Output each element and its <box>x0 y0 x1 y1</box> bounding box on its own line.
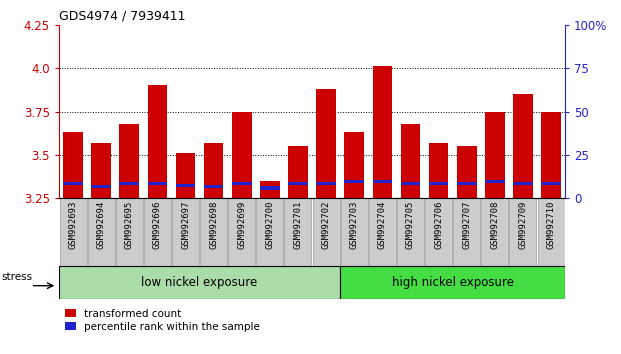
Text: GSM992710: GSM992710 <box>546 200 556 249</box>
Bar <box>204 143 224 198</box>
Bar <box>341 198 368 266</box>
Bar <box>119 182 139 185</box>
Bar <box>538 198 564 266</box>
Bar <box>148 182 167 185</box>
Bar <box>316 182 336 185</box>
Bar <box>176 184 196 187</box>
Text: GSM992697: GSM992697 <box>181 200 190 249</box>
Bar <box>453 198 480 266</box>
Bar <box>345 181 364 183</box>
Text: stress: stress <box>1 272 32 282</box>
Bar <box>312 198 340 266</box>
Bar <box>59 266 340 299</box>
Text: GSM992695: GSM992695 <box>125 200 134 249</box>
Bar <box>485 112 505 198</box>
Bar <box>200 198 227 266</box>
Bar <box>428 143 448 198</box>
Bar <box>63 182 83 185</box>
Bar <box>88 198 115 266</box>
Bar <box>373 181 392 183</box>
Text: GSM992704: GSM992704 <box>378 200 387 249</box>
Text: low nickel exposure: low nickel exposure <box>142 276 258 289</box>
Bar <box>63 132 83 198</box>
Bar <box>542 112 561 198</box>
Text: GSM992702: GSM992702 <box>322 200 330 249</box>
Bar <box>116 198 143 266</box>
Bar <box>481 198 509 266</box>
Bar <box>172 198 199 266</box>
Bar <box>284 198 312 266</box>
Bar <box>316 89 336 198</box>
Bar <box>60 198 86 266</box>
Bar <box>204 185 224 188</box>
Bar <box>513 182 533 185</box>
Bar <box>256 198 283 266</box>
Text: high nickel exposure: high nickel exposure <box>392 276 514 289</box>
Text: GDS4974 / 7939411: GDS4974 / 7939411 <box>59 9 186 22</box>
Text: GSM992708: GSM992708 <box>491 200 499 249</box>
Bar <box>91 143 111 198</box>
Text: GSM992696: GSM992696 <box>153 200 162 249</box>
Bar <box>340 266 565 299</box>
Bar <box>457 146 476 198</box>
Bar <box>260 187 279 190</box>
Bar <box>119 124 139 198</box>
Text: GSM992699: GSM992699 <box>237 200 247 249</box>
Bar <box>542 182 561 185</box>
Text: GSM992698: GSM992698 <box>209 200 218 249</box>
Bar <box>232 112 252 198</box>
Text: GSM992703: GSM992703 <box>350 200 359 249</box>
Text: GSM992707: GSM992707 <box>462 200 471 249</box>
Bar <box>513 94 533 198</box>
Bar <box>148 85 167 198</box>
Text: GSM992706: GSM992706 <box>434 200 443 249</box>
Bar <box>91 185 111 188</box>
Legend: transformed count, percentile rank within the sample: transformed count, percentile rank withi… <box>64 308 261 333</box>
Bar <box>509 198 537 266</box>
Bar <box>288 146 308 198</box>
Bar <box>457 182 476 185</box>
Text: GSM992694: GSM992694 <box>97 200 106 249</box>
Text: GSM992700: GSM992700 <box>265 200 274 249</box>
Text: GSM992709: GSM992709 <box>519 200 527 249</box>
Bar <box>345 132 364 198</box>
Text: GSM992701: GSM992701 <box>294 200 302 249</box>
Bar <box>425 198 452 266</box>
Text: GSM992693: GSM992693 <box>68 200 78 249</box>
Bar <box>144 198 171 266</box>
Bar <box>401 124 420 198</box>
Bar <box>428 182 448 185</box>
Bar <box>485 181 505 183</box>
Bar <box>397 198 424 266</box>
Text: GSM992705: GSM992705 <box>406 200 415 249</box>
Bar <box>260 181 279 198</box>
Bar <box>369 198 396 266</box>
Bar <box>401 182 420 185</box>
Bar <box>229 198 255 266</box>
Bar <box>176 153 196 198</box>
Bar <box>373 67 392 198</box>
Bar <box>232 182 252 185</box>
Bar <box>288 182 308 185</box>
